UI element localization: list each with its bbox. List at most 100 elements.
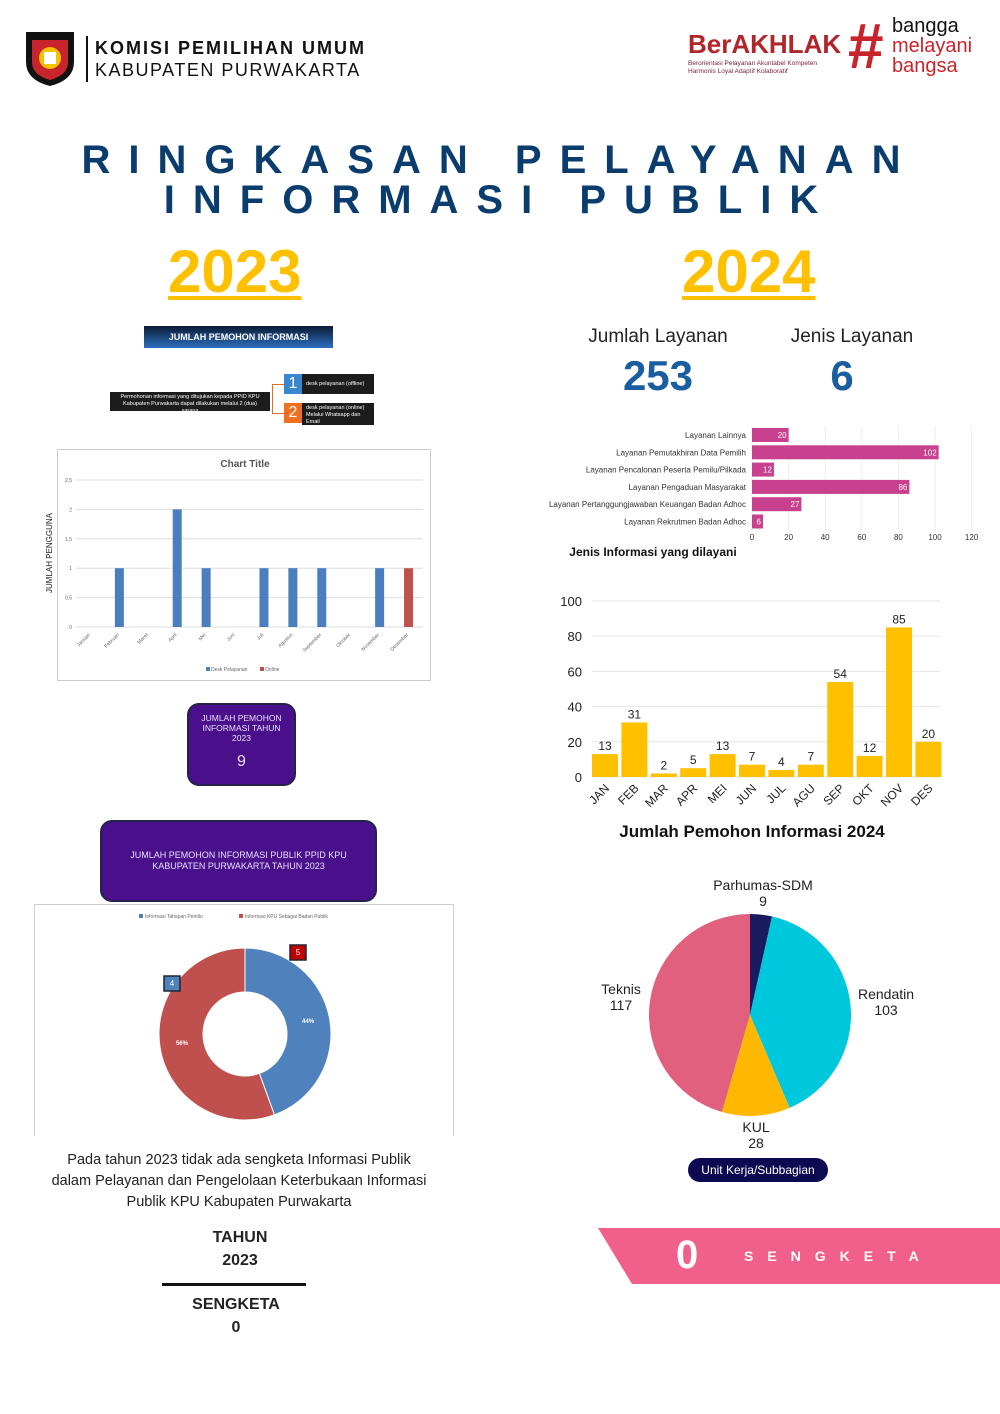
bar-value: 13 — [598, 739, 612, 753]
category-label: Layanan Pemutakhiran Data Pemilih — [616, 448, 746, 457]
slice-label: Parhumas-SDM — [713, 877, 813, 893]
tahun-block: TAHUN 2023 — [212, 1229, 268, 1269]
jenis-layanan-value: 6 — [830, 352, 854, 399]
chart-2023-donut: Informasi Tahapan Pemilu 44% Informasi KPU… — [34, 904, 454, 1136]
slice-value: 28 — [748, 1135, 764, 1151]
total-label: JUMLAH PEMOHON INFORMASI TAHUN 2023 — [201, 713, 282, 743]
y-tick: 20 — [568, 735, 582, 750]
pie-slice — [750, 916, 851, 1108]
bar-value: 4 — [778, 755, 785, 769]
chart-title: Chart Title — [220, 459, 270, 470]
channel-description: Permohonan informasi yang ditujukan kepa… — [110, 392, 270, 414]
chart-title: Jenis Informasi yang dilayani — [569, 545, 736, 559]
bar — [752, 428, 789, 442]
chart-title: Jumlah Pemohon Informasi 2024 — [619, 822, 885, 841]
donut-slice — [244, 947, 332, 1116]
berakhlak-logo: BerAKHLAK — [688, 29, 842, 59]
x-tick: SEP — [820, 781, 847, 808]
bar-value: 86 — [898, 483, 907, 492]
jumlah-pemohon-banner: JUMLAH PEMOHON INFORMASI — [144, 326, 333, 348]
category-label: Layanan Rekrutmen Badan Adhoc — [624, 518, 746, 527]
bar-value: 2 — [660, 758, 667, 772]
x-tick: 40 — [821, 533, 830, 542]
y-tick: 0,5 — [65, 596, 72, 602]
bar-value: 85 — [892, 612, 906, 626]
bar-value: 12 — [763, 466, 772, 475]
total-2023-card: JUMLAH PEMOHON INFORMASI TAHUN 2023 9 — [187, 703, 296, 786]
bar-desk-pelayanan — [172, 509, 182, 627]
data-label-box — [163, 975, 181, 992]
bar-value: 31 — [628, 707, 642, 721]
x-tick: MAR — [642, 781, 671, 810]
y-tick: 100 — [560, 594, 582, 609]
legend-swatch — [139, 914, 143, 918]
category-label: Layanan Pengaduan Masyarakat — [629, 483, 747, 492]
berakhlak-tagline: Berorientasi Pelayanan Akuntabel Kompete… — [688, 60, 818, 75]
x-tick: September — [302, 632, 324, 654]
bar-value: 54 — [834, 667, 848, 681]
y-tick: 2,5 — [65, 478, 72, 484]
y-tick: 80 — [568, 629, 582, 644]
bar-desk-pelayanan — [114, 568, 124, 627]
x-tick: APR — [673, 781, 701, 809]
legend-label: Online — [265, 667, 280, 673]
channel-number: 1 — [284, 374, 302, 394]
x-tick: November — [360, 632, 381, 653]
jumlah-layanan-label: Jumlah Layanan — [588, 326, 728, 347]
x-tick: Juni — [226, 632, 237, 643]
bar — [680, 768, 707, 777]
pie-slice — [649, 914, 750, 1113]
channel-offline: desk pelayanan (offline) — [302, 374, 374, 394]
pie-slice — [721, 1015, 790, 1116]
bar — [915, 741, 942, 777]
slice-value: 117 — [610, 997, 633, 1013]
x-tick: Mei — [198, 632, 208, 642]
bar — [827, 681, 854, 777]
bar — [752, 479, 910, 494]
y-tick: 40 — [568, 700, 582, 715]
org-region: KABUPATEN PURWAKARTA — [95, 60, 361, 80]
ppid-2023-banner: JUMLAH PEMOHON INFORMASI PUBLIK PPID KPU… — [100, 820, 377, 902]
slice-label: KUL — [742, 1119, 769, 1135]
x-tick: DES — [908, 781, 935, 808]
y-tick: 1 — [69, 566, 72, 572]
y-tick: 60 — [568, 664, 582, 679]
slice-label: Rendatin — [858, 986, 914, 1002]
sengketa-2024-value: 0 — [676, 1233, 699, 1277]
org-name: KOMISI PEMILIHAN UMUM — [95, 38, 366, 58]
x-tick: AGU — [790, 781, 818, 809]
bar-desk-pelayanan — [259, 568, 269, 627]
year-2024: 2024 — [682, 238, 816, 305]
hashtag-icon: # — [848, 10, 884, 82]
bar-online — [404, 568, 414, 627]
bar — [886, 627, 912, 777]
bar — [856, 755, 883, 777]
x-tick: Desember — [389, 632, 410, 653]
jenis-layanan-label: Jenis Layanan — [790, 326, 914, 347]
bar-desk-pelayanan — [375, 568, 385, 627]
bar — [650, 773, 677, 777]
x-tick: 80 — [894, 533, 903, 542]
x-tick: FEB — [615, 781, 641, 807]
bar — [621, 722, 648, 777]
x-tick: Januari — [76, 632, 92, 648]
slice-value: 103 — [874, 1002, 898, 1018]
x-tick: 20 — [784, 533, 793, 542]
data-label: 4 — [170, 979, 175, 988]
bar-value: 7 — [749, 750, 756, 764]
bar-value: 6 — [757, 518, 762, 527]
bar — [752, 514, 763, 529]
no-dispute-note: Pada tahun 2023 tidak ada sengketa Infor… — [51, 1152, 427, 1210]
category-label: Layanan Pencalonan Peserta Pemilu/Pilkad… — [586, 466, 747, 475]
x-tick: Oktober — [335, 632, 352, 649]
slice-pct: 56% — [176, 1041, 189, 1047]
bar — [797, 764, 824, 777]
donut-slice — [158, 947, 276, 1121]
x-tick: Juli — [256, 632, 266, 642]
x-tick: JUN — [733, 781, 759, 807]
unit-kerja-badge: Unit Kerja/Subbagian — [688, 1158, 828, 1182]
bar-value: 13 — [716, 739, 730, 753]
category-label: Layanan Pertanggungjawaban Keuangan Bada… — [549, 500, 746, 509]
category-label: Layanan Lainnya — [685, 431, 746, 440]
